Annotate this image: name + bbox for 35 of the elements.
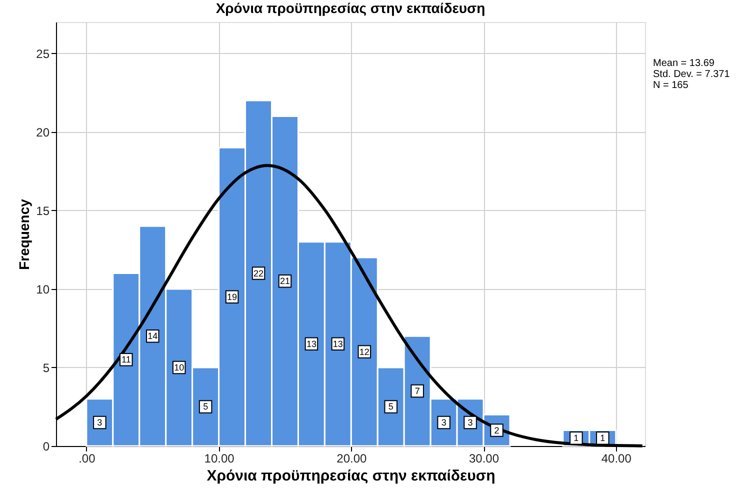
y-tick-label: 5 <box>42 360 50 375</box>
data-label: 21 <box>280 276 290 286</box>
x-tick-label: 40.00 <box>601 452 632 466</box>
data-label: 22 <box>254 268 264 278</box>
data-label: 3 <box>441 417 446 428</box>
data-label: 3 <box>468 417 473 428</box>
data-label: 13 <box>332 338 343 349</box>
x-tick-label: 20.00 <box>336 452 367 466</box>
data-label: 19 <box>227 292 238 302</box>
x-tick-label: 10.00 <box>204 452 235 466</box>
y-tick-label: 25 <box>36 46 50 61</box>
chart-title: Χρόνια προϋπηρεσίας στην εκπαίδευση <box>216 0 486 16</box>
data-label: 5 <box>388 402 394 412</box>
y-axis-title: Frequency <box>16 198 32 270</box>
data-label: 5 <box>203 402 208 412</box>
y-tick-label: 0 <box>42 440 50 454</box>
data-label: 11 <box>121 354 131 365</box>
data-label: 12 <box>359 346 370 357</box>
text: N = 165 <box>653 80 689 91</box>
x-axis-title: Χρόνια προϋπηρεσίας στην εκπαίδευση <box>206 468 496 484</box>
data-label: 1 <box>574 433 579 444</box>
y-tick-label: 20 <box>36 125 50 140</box>
y-tick-label: 15 <box>36 204 50 218</box>
data-label: 2 <box>494 425 500 436</box>
data-label: 10 <box>174 362 184 372</box>
y-tick-label: 10 <box>36 282 50 296</box>
data-label: 1 <box>600 433 606 444</box>
data-label: 13 <box>306 338 316 349</box>
data-label: 3 <box>97 417 102 428</box>
data-label: 14 <box>148 331 158 342</box>
text: Std. Dev. = 7.371 <box>653 69 730 80</box>
x-tick-label: 30.00 <box>469 452 500 466</box>
data-label: 7 <box>414 386 420 396</box>
x-tick-label: .00 <box>78 452 96 466</box>
text: Mean = 13.69 <box>653 58 715 69</box>
